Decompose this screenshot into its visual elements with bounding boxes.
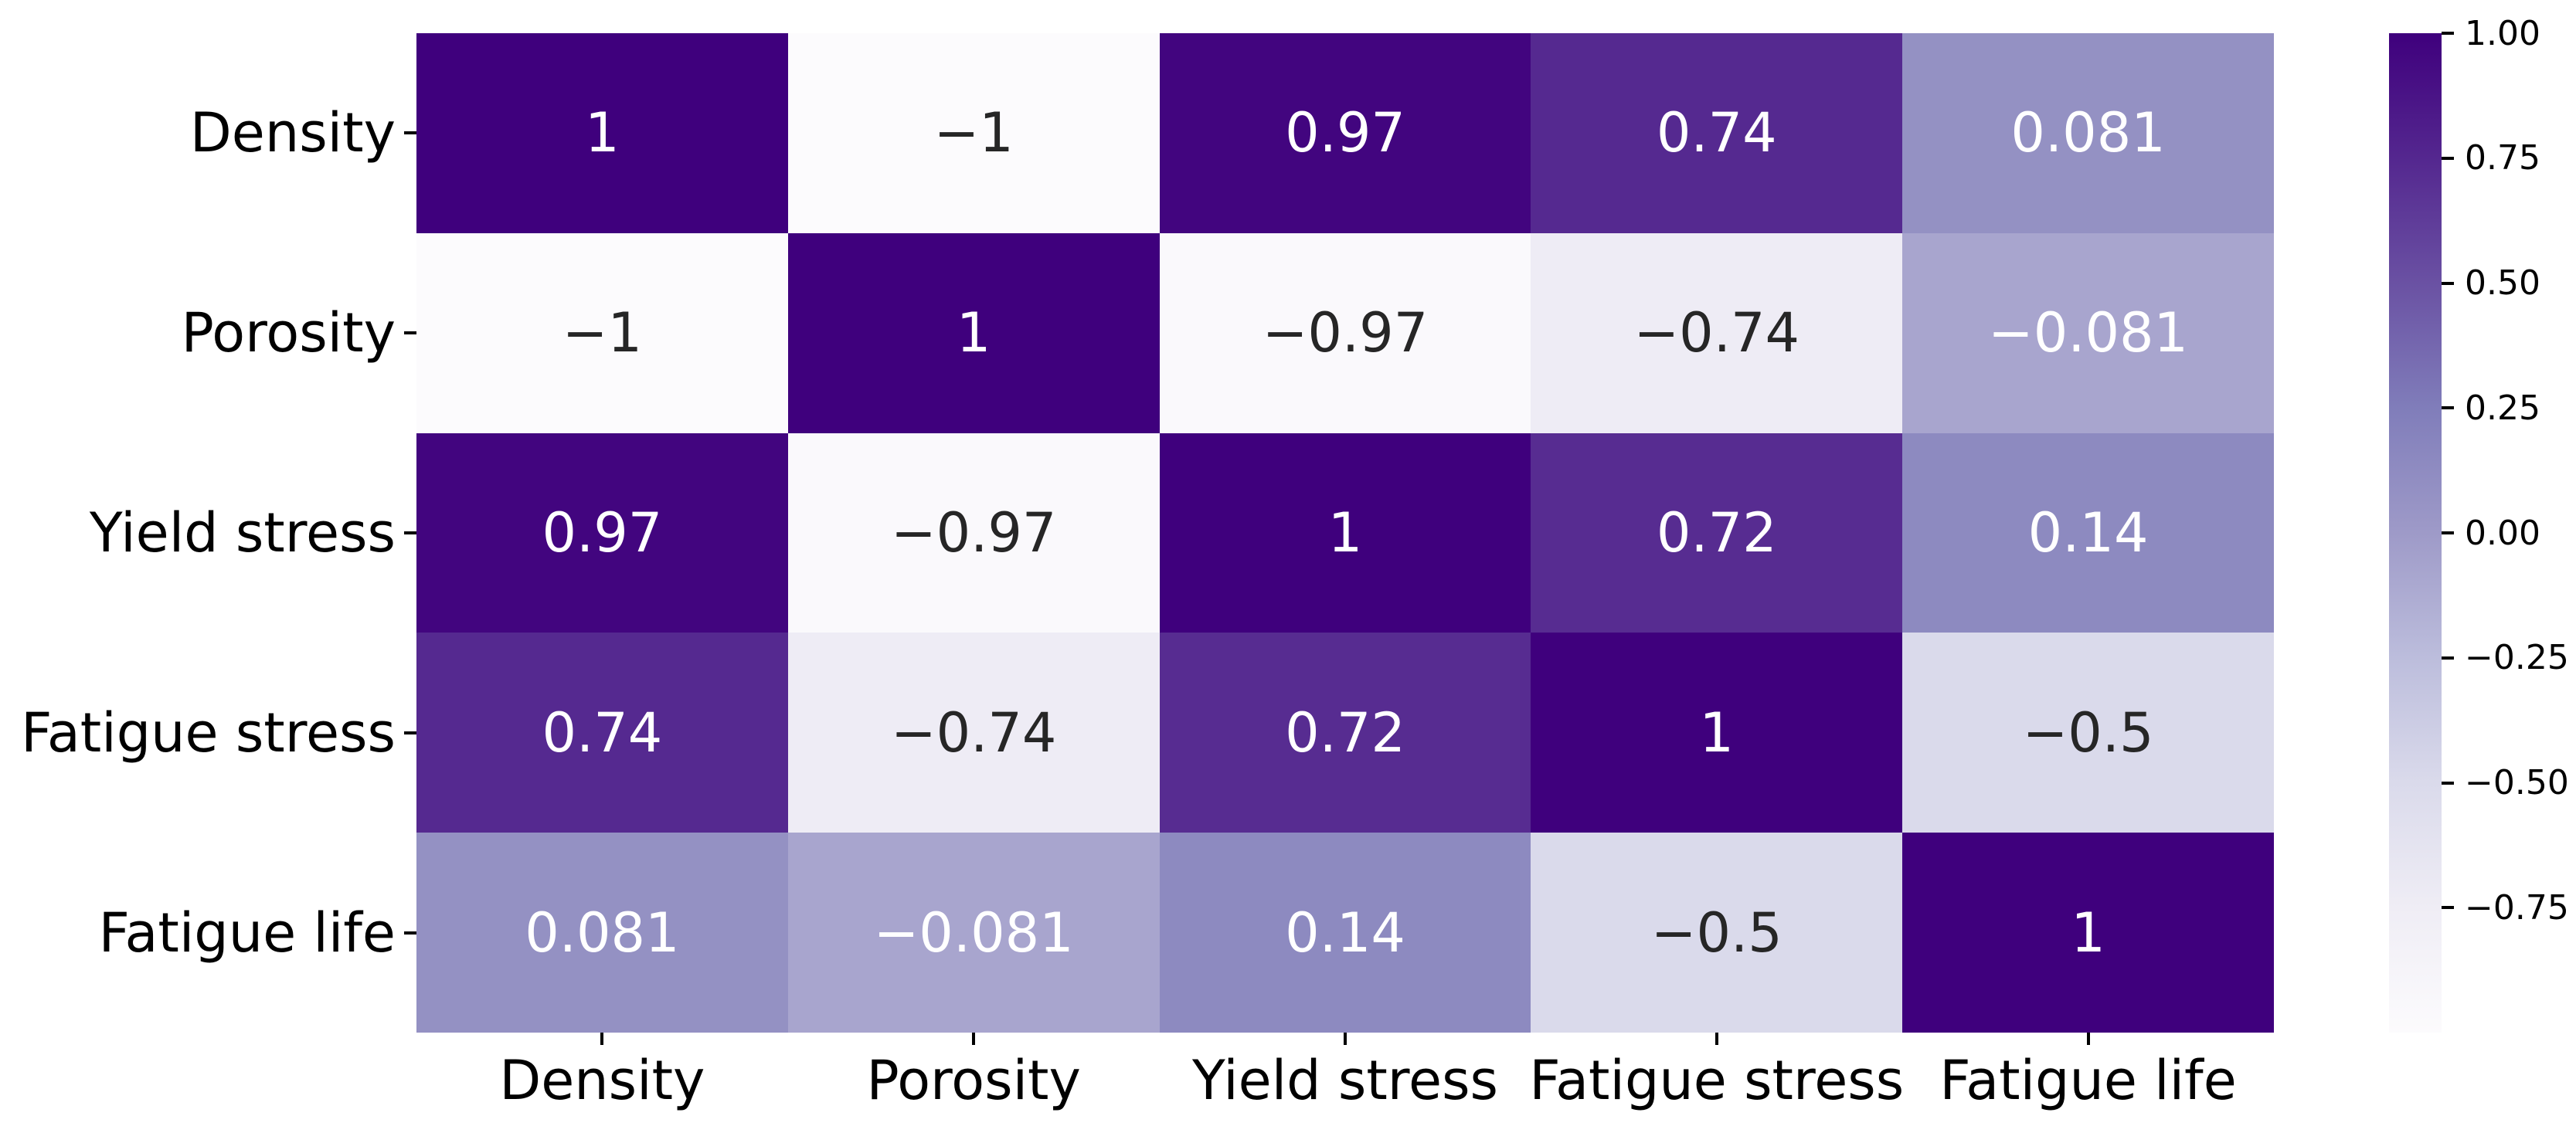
colorbar-tick-mark <box>2442 531 2454 534</box>
y-tick-label: Fatigue life <box>98 901 396 965</box>
colorbar-tick-label: −0.25 <box>2465 638 2569 678</box>
cell-annotation: 0.72 <box>1285 700 1405 765</box>
y-tick-mark <box>404 331 416 335</box>
x-tick-mark <box>600 1033 604 1045</box>
colorbar-tick-label: 0.75 <box>2465 138 2540 178</box>
heatmap-cell: −0.74 <box>1531 232 1903 433</box>
x-tick-mark <box>1344 1033 1347 1045</box>
colorbar-tick-mark <box>2442 156 2454 160</box>
cell-annotation: −1 <box>562 301 642 365</box>
heatmap-cell: −0.5 <box>1531 833 1903 1033</box>
cell-annotation: 1 <box>956 301 991 365</box>
cell-annotation: −1 <box>933 101 1014 165</box>
heatmap-cell: −0.081 <box>787 833 1160 1033</box>
heatmap-cell: 0.72 <box>1159 633 1531 833</box>
heatmap-cell: −0.74 <box>787 633 1160 833</box>
heatmap-cell: 1 <box>1531 633 1903 833</box>
y-tick-mark <box>404 131 416 135</box>
heatmap-cell: 0.97 <box>1159 33 1531 233</box>
heatmap-cell: 0.14 <box>1902 433 2274 633</box>
cell-annotation: 0.14 <box>2027 500 2149 565</box>
colorbar-tick-mark <box>2442 781 2454 785</box>
heatmap-cell: 0.081 <box>416 833 788 1033</box>
cell-annotation: −0.5 <box>2022 700 2154 765</box>
cell-annotation: 0.081 <box>525 901 680 965</box>
heatmap-cell: 0.14 <box>1159 833 1531 1033</box>
colorbar-tick-mark <box>2442 281 2454 285</box>
heatmap-cell: 0.081 <box>1902 33 2274 233</box>
colorbar-tick-mark <box>2442 32 2454 35</box>
y-tick-label: Yield stress <box>89 501 396 565</box>
colorbar-tick-label: 0.00 <box>2465 513 2540 553</box>
cell-annotation: 1 <box>585 101 620 165</box>
colorbar-tick-label: 0.25 <box>2465 388 2540 428</box>
x-tick-mark <box>972 1033 976 1045</box>
cell-annotation: −0.97 <box>1262 301 1429 365</box>
heatmap-cell: 1 <box>787 232 1160 433</box>
cell-annotation: 0.97 <box>1285 101 1405 165</box>
heatmap-cell: −0.97 <box>787 433 1160 633</box>
colorbar-tick-label: −0.75 <box>2465 887 2569 928</box>
heatmap-cell: −1 <box>787 33 1160 233</box>
cell-annotation: −0.74 <box>1633 301 1800 365</box>
y-tick-label: Density <box>189 101 396 165</box>
cell-annotation: −0.081 <box>873 901 1074 965</box>
cell-annotation: −0.97 <box>890 500 1057 565</box>
colorbar-tick-mark <box>2442 406 2454 410</box>
y-tick-mark <box>404 531 416 534</box>
cell-annotation: 0.74 <box>1656 101 1777 165</box>
colorbar-tick-mark <box>2442 906 2454 910</box>
x-tick-label: Porosity <box>866 1049 1081 1112</box>
colorbar-tick-label: 0.50 <box>2465 263 2540 303</box>
cell-annotation: 1 <box>2071 901 2105 965</box>
y-tick-label: Porosity <box>181 301 396 365</box>
cell-annotation: −0.74 <box>890 700 1057 765</box>
heatmap-cell: −1 <box>416 232 788 433</box>
x-tick-label: Fatigue life <box>1939 1049 2237 1112</box>
cell-annotation: 0.74 <box>542 700 663 765</box>
heatmap-cell: 1 <box>1902 833 2274 1033</box>
y-tick-mark <box>404 931 416 935</box>
colorbar-tick-mark <box>2442 656 2454 660</box>
heatmap-cell: 0.74 <box>416 633 788 833</box>
cell-annotation: 0.14 <box>1285 901 1405 965</box>
cell-annotation: 1 <box>1327 500 1363 565</box>
heatmap-cell: 0.97 <box>416 433 788 633</box>
x-tick-mark <box>1715 1033 1718 1045</box>
heatmap-cell: −0.97 <box>1159 232 1531 433</box>
cell-annotation: −0.5 <box>1650 901 1782 965</box>
heatmap-grid: 1 −1 0.97 0.74 0.081 −1 1 −0.97 −0.74 −0.081 0.97 −… <box>416 33 2274 1033</box>
heatmap-cell: 0.72 <box>1531 433 1903 633</box>
colorbar-gradient <box>2389 33 2442 1033</box>
colorbar-tick-label: 1.00 <box>2465 13 2540 53</box>
cell-annotation: −0.081 <box>1988 301 2189 365</box>
x-tick-mark <box>2086 1033 2090 1045</box>
cell-annotation: 0.081 <box>2010 101 2166 165</box>
heatmap-cell: −0.5 <box>1902 633 2274 833</box>
y-tick-label: Fatigue stress <box>21 700 396 765</box>
x-tick-label: Fatigue stress <box>1529 1049 1905 1112</box>
colorbar-tick-label: −0.50 <box>2465 763 2569 802</box>
heatmap-cell: 1 <box>1159 433 1531 633</box>
heatmap-cell: 1 <box>416 33 788 233</box>
heatmap-cell: −0.081 <box>1902 232 2274 433</box>
x-tick-label: Density <box>499 1049 705 1112</box>
heatmap-cell: 0.74 <box>1531 33 1903 233</box>
x-tick-label: Yield stress <box>1191 1049 1499 1112</box>
cell-annotation: 1 <box>1699 700 1735 765</box>
cell-annotation: 0.97 <box>542 500 663 565</box>
y-tick-mark <box>404 731 416 734</box>
cell-annotation: 0.72 <box>1656 500 1777 565</box>
